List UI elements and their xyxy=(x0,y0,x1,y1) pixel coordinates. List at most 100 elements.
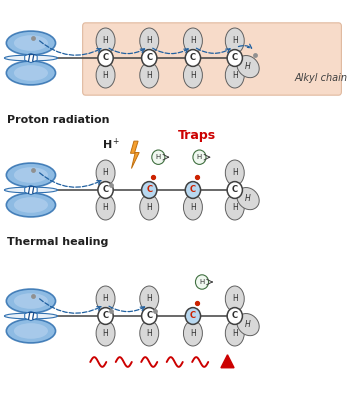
Circle shape xyxy=(152,150,165,164)
Ellipse shape xyxy=(237,56,259,78)
Text: C: C xyxy=(190,312,196,320)
Ellipse shape xyxy=(14,323,48,339)
Text: C: C xyxy=(103,312,108,320)
Text: H: H xyxy=(146,294,152,303)
Text: H: H xyxy=(146,203,152,212)
Text: C: C xyxy=(232,186,238,194)
Circle shape xyxy=(98,182,113,198)
Ellipse shape xyxy=(6,193,56,217)
Ellipse shape xyxy=(96,194,115,220)
Text: $\pi$: $\pi$ xyxy=(26,183,36,197)
Ellipse shape xyxy=(96,286,115,312)
Text: H: H xyxy=(103,71,108,80)
FancyArrowPatch shape xyxy=(197,48,230,53)
Text: H: H xyxy=(103,294,108,303)
Text: H: H xyxy=(146,71,152,80)
Ellipse shape xyxy=(225,62,244,88)
Polygon shape xyxy=(25,312,37,320)
Ellipse shape xyxy=(14,167,48,183)
Ellipse shape xyxy=(4,313,58,319)
Polygon shape xyxy=(221,355,234,368)
FancyArrowPatch shape xyxy=(40,173,101,187)
Ellipse shape xyxy=(6,289,56,313)
Ellipse shape xyxy=(140,286,159,312)
Polygon shape xyxy=(25,186,37,194)
Circle shape xyxy=(227,308,242,324)
Ellipse shape xyxy=(6,61,56,85)
Text: H: H xyxy=(103,36,108,45)
Text: H: H xyxy=(232,203,238,212)
Text: H: H xyxy=(190,36,196,45)
Circle shape xyxy=(142,50,157,66)
Text: C: C xyxy=(232,54,238,62)
Ellipse shape xyxy=(14,65,48,81)
Ellipse shape xyxy=(140,28,159,54)
Text: C: C xyxy=(103,54,108,62)
Ellipse shape xyxy=(96,320,115,346)
Ellipse shape xyxy=(140,62,159,88)
Text: H: H xyxy=(245,320,251,329)
Text: H: H xyxy=(146,329,152,338)
Text: $\pi$: $\pi$ xyxy=(26,309,36,323)
Text: C: C xyxy=(146,312,152,320)
Text: H: H xyxy=(103,329,108,338)
Circle shape xyxy=(227,182,242,198)
Text: H: H xyxy=(103,203,108,212)
Ellipse shape xyxy=(96,28,115,54)
Circle shape xyxy=(185,182,201,198)
Ellipse shape xyxy=(14,293,48,309)
Circle shape xyxy=(98,50,113,66)
Text: Traps: Traps xyxy=(178,130,215,142)
Circle shape xyxy=(185,50,201,66)
Text: H: H xyxy=(232,71,238,80)
Polygon shape xyxy=(131,141,139,168)
Text: H: H xyxy=(232,294,238,303)
Ellipse shape xyxy=(237,188,259,210)
Ellipse shape xyxy=(4,55,58,61)
Text: H: H xyxy=(199,279,205,285)
Ellipse shape xyxy=(237,314,259,336)
Text: H: H xyxy=(156,154,161,160)
Circle shape xyxy=(98,308,113,324)
Ellipse shape xyxy=(225,28,244,54)
FancyBboxPatch shape xyxy=(83,23,341,95)
Text: C: C xyxy=(103,186,108,194)
Ellipse shape xyxy=(96,62,115,88)
Text: Proton radiation: Proton radiation xyxy=(7,115,109,125)
Text: H: H xyxy=(245,62,251,71)
Text: H: H xyxy=(103,168,108,177)
Ellipse shape xyxy=(183,28,202,54)
Text: H: H xyxy=(232,168,238,177)
Text: C: C xyxy=(232,312,238,320)
Ellipse shape xyxy=(6,163,56,187)
Text: H: H xyxy=(232,36,238,45)
Circle shape xyxy=(185,308,201,324)
Ellipse shape xyxy=(225,286,244,312)
Ellipse shape xyxy=(14,197,48,213)
Ellipse shape xyxy=(225,194,244,220)
Ellipse shape xyxy=(183,320,202,346)
Text: H: H xyxy=(232,329,238,338)
FancyArrowPatch shape xyxy=(40,299,101,313)
Circle shape xyxy=(193,150,206,164)
Text: Thermal healing: Thermal healing xyxy=(7,237,108,247)
Text: H: H xyxy=(245,194,251,203)
FancyArrowPatch shape xyxy=(109,48,145,54)
Circle shape xyxy=(227,50,242,66)
Ellipse shape xyxy=(225,320,244,346)
Text: C: C xyxy=(190,186,196,194)
Text: H$^+$: H$^+$ xyxy=(102,136,120,152)
Text: H: H xyxy=(197,154,202,160)
Text: Alkyl chain: Alkyl chain xyxy=(294,73,348,83)
Ellipse shape xyxy=(225,160,244,186)
Ellipse shape xyxy=(140,194,159,220)
Text: H: H xyxy=(190,203,196,212)
Circle shape xyxy=(142,182,157,198)
Text: $\pi$: $\pi$ xyxy=(26,51,36,65)
FancyArrowPatch shape xyxy=(153,48,188,54)
Ellipse shape xyxy=(96,160,115,186)
Ellipse shape xyxy=(6,31,56,55)
Text: C: C xyxy=(146,54,152,62)
FancyArrowPatch shape xyxy=(40,41,101,55)
Ellipse shape xyxy=(14,35,48,51)
